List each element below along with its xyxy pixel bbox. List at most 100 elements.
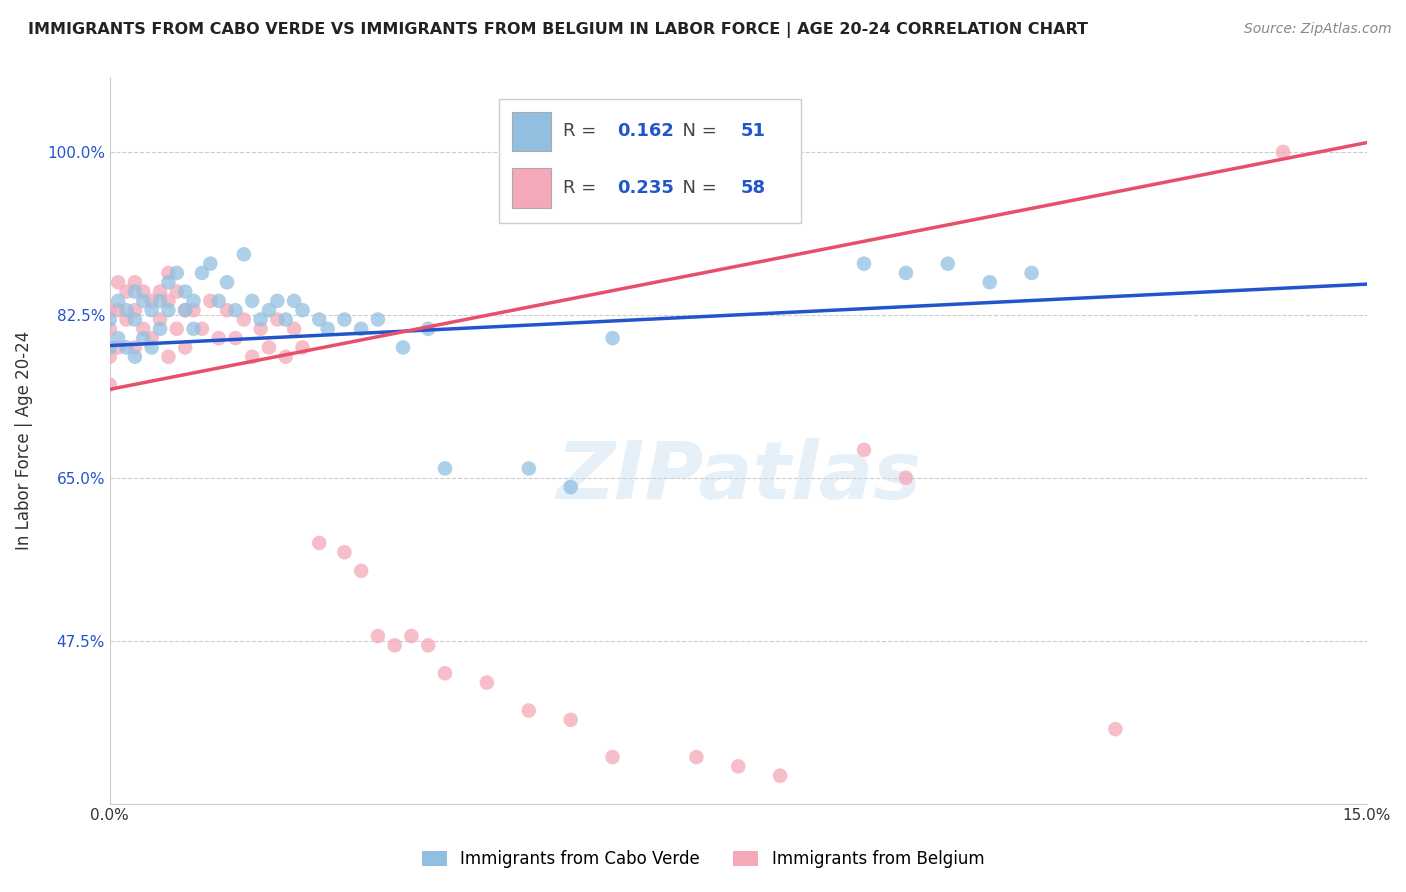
Point	[98, 322, 121, 336]
Legend: Immigrants from Cabo Verde, Immigrants from Belgium: Immigrants from Cabo Verde, Immigrants f…	[415, 844, 991, 875]
Point	[727, 759, 749, 773]
Point	[166, 285, 188, 299]
Point	[217, 303, 239, 318]
Point	[115, 312, 138, 326]
Point	[291, 340, 314, 354]
Point	[257, 303, 280, 318]
Point	[183, 303, 205, 318]
Point	[894, 266, 917, 280]
Point	[418, 638, 440, 652]
Point	[936, 257, 959, 271]
Point	[249, 322, 271, 336]
Point	[157, 293, 180, 308]
Y-axis label: In Labor Force | Age 20-24: In Labor Force | Age 20-24	[15, 331, 32, 550]
Point	[132, 293, 155, 308]
Point	[367, 629, 389, 643]
Point	[1272, 145, 1295, 159]
Point	[894, 471, 917, 485]
Point	[433, 666, 456, 681]
Point	[200, 293, 222, 308]
Point	[769, 769, 792, 783]
Point	[350, 564, 373, 578]
Point	[266, 293, 288, 308]
Point	[224, 331, 246, 345]
Point	[174, 303, 197, 318]
Point	[367, 312, 389, 326]
Point	[291, 303, 314, 318]
Point	[157, 275, 180, 289]
Point	[200, 257, 222, 271]
Point	[475, 675, 498, 690]
Text: Source: ZipAtlas.com: Source: ZipAtlas.com	[1244, 22, 1392, 37]
Point	[124, 275, 146, 289]
Point	[174, 285, 197, 299]
Point	[124, 350, 146, 364]
Point	[183, 322, 205, 336]
Point	[166, 266, 188, 280]
Point	[308, 312, 330, 326]
Point	[392, 340, 415, 354]
Point	[283, 293, 305, 308]
Point	[107, 303, 129, 318]
Point	[560, 480, 582, 494]
Point	[1104, 722, 1126, 736]
Point	[240, 293, 263, 308]
Point	[274, 312, 297, 326]
Point	[132, 331, 155, 345]
Point	[166, 322, 188, 336]
Point	[107, 275, 129, 289]
Point	[132, 285, 155, 299]
Point	[149, 285, 172, 299]
Point	[98, 377, 121, 392]
Point	[333, 312, 356, 326]
Point	[98, 312, 121, 326]
Point	[232, 247, 254, 261]
Text: IMMIGRANTS FROM CABO VERDE VS IMMIGRANTS FROM BELGIUM IN LABOR FORCE | AGE 20-24: IMMIGRANTS FROM CABO VERDE VS IMMIGRANTS…	[28, 22, 1088, 38]
Point	[240, 350, 263, 364]
Point	[401, 629, 423, 643]
Point	[232, 312, 254, 326]
Point	[98, 340, 121, 354]
Point	[149, 322, 172, 336]
Point	[602, 750, 624, 764]
Point	[157, 266, 180, 280]
Point	[308, 536, 330, 550]
Point	[107, 331, 129, 345]
Point	[124, 285, 146, 299]
Point	[685, 750, 707, 764]
Point	[115, 303, 138, 318]
Point	[157, 303, 180, 318]
Point	[124, 340, 146, 354]
Point	[174, 340, 197, 354]
Point	[98, 350, 121, 364]
Point	[350, 322, 373, 336]
Point	[517, 704, 540, 718]
Point	[174, 303, 197, 318]
Point	[316, 322, 339, 336]
Point	[141, 303, 163, 318]
Point	[149, 312, 172, 326]
Point	[141, 340, 163, 354]
Point	[107, 293, 129, 308]
Point	[191, 322, 214, 336]
Point	[107, 340, 129, 354]
Point	[283, 322, 305, 336]
Point	[141, 293, 163, 308]
Point	[384, 638, 406, 652]
Point	[560, 713, 582, 727]
Point	[418, 322, 440, 336]
Point	[257, 340, 280, 354]
Point	[853, 442, 876, 457]
Point	[132, 322, 155, 336]
Point	[115, 285, 138, 299]
Point	[208, 293, 231, 308]
Point	[217, 275, 239, 289]
Point	[115, 340, 138, 354]
Point	[249, 312, 271, 326]
Point	[602, 331, 624, 345]
Point	[124, 312, 146, 326]
Point	[98, 303, 121, 318]
Point	[517, 461, 540, 475]
Point	[124, 303, 146, 318]
Point	[274, 350, 297, 364]
